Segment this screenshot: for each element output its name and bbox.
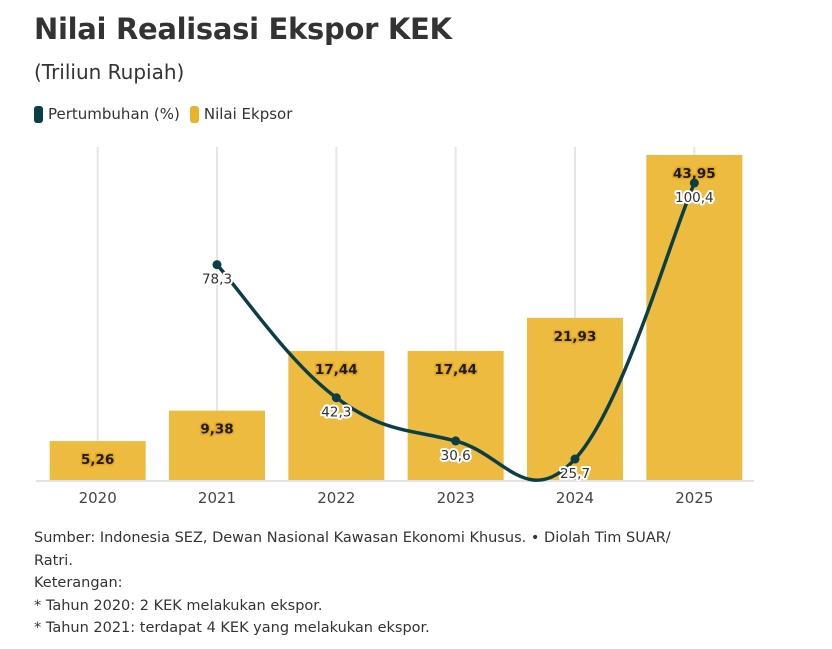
growth-point-2023[interactable] (451, 436, 461, 446)
bar-2020[interactable] (49, 441, 146, 480)
legend-item-growth[interactable]: Pertumbuhan (%) (34, 105, 180, 123)
source-line-1: Sumber: Indonesia SEZ, Dewan Nasional Ka… (34, 530, 671, 546)
legend-label-export-value: Nilai Ekpsor (203, 105, 293, 123)
growth-label-2021: 78,3 (202, 272, 232, 288)
footer: Sumber: Indonesia SEZ, Dewan Nasional Ka… (34, 527, 754, 640)
growth-line (215, 181, 697, 482)
bar-label-2024: 21,93 (554, 329, 597, 345)
legend-swatch-growth (34, 105, 43, 123)
growth-label-2023: 30,6 (441, 448, 471, 464)
bar-label-2022: 17,44 (315, 362, 358, 378)
growth-label-2024: 25,7 (560, 466, 590, 482)
growth-label-2025: 100,4 (675, 190, 714, 206)
bar-2021[interactable] (169, 410, 265, 480)
growth-point-2021[interactable] (212, 260, 222, 270)
x-tick-label-2022: 2022 (317, 489, 355, 507)
x-tick-label-2025: 2025 (675, 489, 713, 507)
legend-item-export-value[interactable]: Nilai Ekpsor (189, 105, 293, 123)
legend-label-growth: Pertumbuhan (%) (48, 105, 180, 123)
legend-swatch-export-value (189, 105, 199, 123)
x-tick-label-2024: 2024 (556, 489, 594, 507)
bar-2024[interactable] (527, 317, 623, 480)
growth-point-2022[interactable] (331, 393, 341, 403)
bar-label-2025: 43,95 (673, 166, 716, 182)
source-line-2: Ratri. (34, 552, 73, 569)
growth-point-2024[interactable] (570, 454, 580, 464)
chart-title: Nilai Realisasi Ekspor KEK (34, 12, 452, 46)
chart-subtitle: (Triliun Rupiah) (34, 60, 185, 84)
bar-label-2021: 9,38 (200, 422, 233, 438)
bar-2023[interactable] (407, 351, 504, 480)
note-2: * Tahun 2021: terdapat 4 KEK yang melaku… (34, 620, 430, 636)
x-tick-label-2021: 2021 (198, 489, 236, 507)
bar-2025[interactable] (646, 155, 743, 480)
bar-label-2023: 17,44 (434, 362, 477, 378)
growth-point-2025[interactable] (689, 178, 699, 188)
bar-label-2020: 5,26 (81, 452, 114, 468)
x-tick-label-2020: 2020 (79, 489, 117, 507)
chart-area: 2020 2021 2022 2023 2024 2025 5,26 9,38 17,44 17,… (36, 147, 754, 507)
bar-2022[interactable] (288, 351, 385, 480)
notes-heading: Keterangan: (34, 575, 123, 591)
x-tick-label-2023: 2023 (437, 489, 475, 507)
note-1: * Tahun 2020: 2 KEK melakukan ekspor. (34, 597, 323, 614)
growth-label-2022: 42,3 (321, 405, 351, 421)
legend: Pertumbuhan (%) Nilai Ekpsor (34, 105, 302, 123)
